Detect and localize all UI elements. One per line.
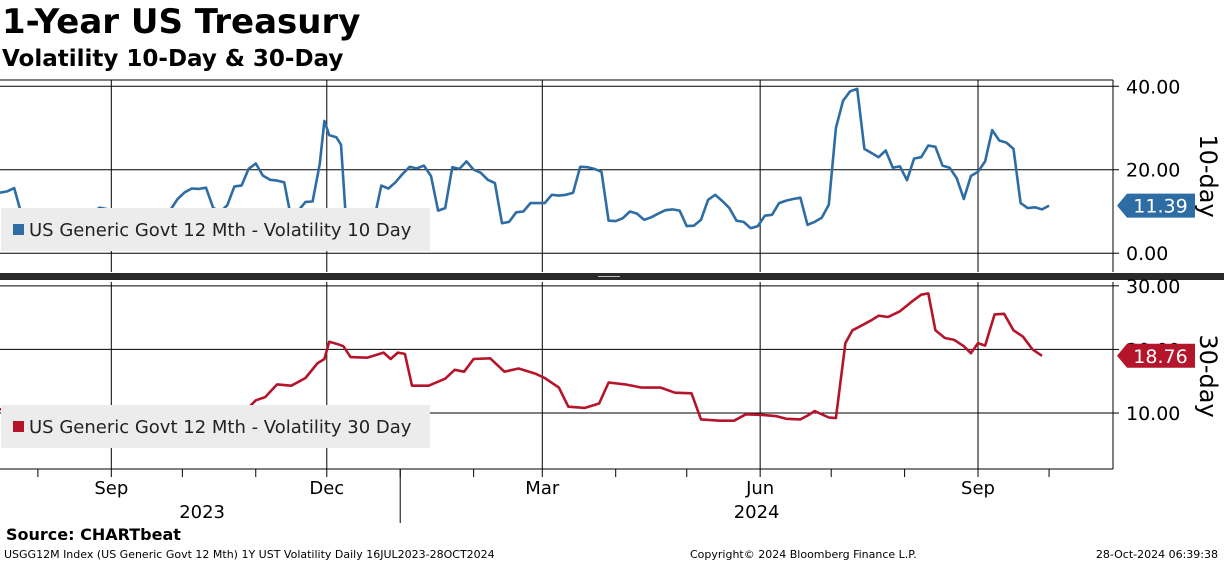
legends: US Generic Govt 12 Mth - Volatility 10 D… — [1, 208, 430, 448]
gridlines — [0, 80, 1113, 469]
legend-swatch — [13, 224, 24, 235]
axis-ticks — [37, 85, 1119, 477]
y-tick-label: 0.00 — [1126, 243, 1168, 265]
year-label: 2023 — [179, 502, 225, 523]
last-value-tag — [1117, 343, 1195, 368]
right-axis-label: 10-day — [1194, 134, 1222, 217]
y-tick-label: 10.00 — [1126, 403, 1180, 425]
last-value-tag — [1117, 193, 1195, 218]
footer-index-info: USGG12M Index (US Generic Govt 12 Mth) 1… — [4, 548, 495, 561]
axis-labels: Sep Dec Mar Jun Sep 2023 2024 0.00 20.00 40.00 11.… — [94, 76, 1222, 523]
y-tick-label: 30.00 — [1126, 276, 1180, 298]
legend-box — [1, 208, 430, 251]
series-lines — [0, 87, 1050, 430]
x-tick-label: Jun — [745, 478, 774, 499]
legend-label: US Generic Govt 12 Mth - Volatility 10 D… — [29, 220, 412, 241]
series-line-10-day — [0, 87, 1050, 231]
y-tick-label: 40.00 — [1126, 76, 1180, 98]
x-tick-label: Sep — [961, 478, 995, 499]
chart-area: US Generic Govt 12 Mth - Volatility 10 D… — [0, 76, 1224, 523]
legend-label: US Generic Govt 12 Mth - Volatility 30 D… — [29, 417, 412, 438]
last-value-label: 18.76 — [1133, 346, 1187, 368]
source-note: Source: CHARTbeat — [6, 525, 181, 544]
x-tick-label: Dec — [309, 478, 344, 499]
legend-box — [1, 405, 430, 448]
footer-timestamp: 28-Oct-2024 06:39:38 — [1095, 548, 1218, 561]
chart-subtitle: Volatility 10-Day & 30-Day — [2, 46, 344, 72]
last-value-label: 11.39 — [1133, 196, 1187, 218]
legend-swatch — [13, 421, 24, 432]
year-label: 2024 — [734, 502, 780, 523]
x-tick-label: Mar — [525, 478, 560, 499]
right-axis-label: 30-day — [1194, 334, 1222, 417]
y-tick-label: 20.00 — [1126, 160, 1180, 182]
chart-title: 1-Year US Treasury — [2, 2, 361, 42]
x-tick-label: Sep — [94, 478, 128, 499]
footer-copyright: Copyright© 2024 Bloomberg Finance L.P. — [690, 548, 917, 561]
